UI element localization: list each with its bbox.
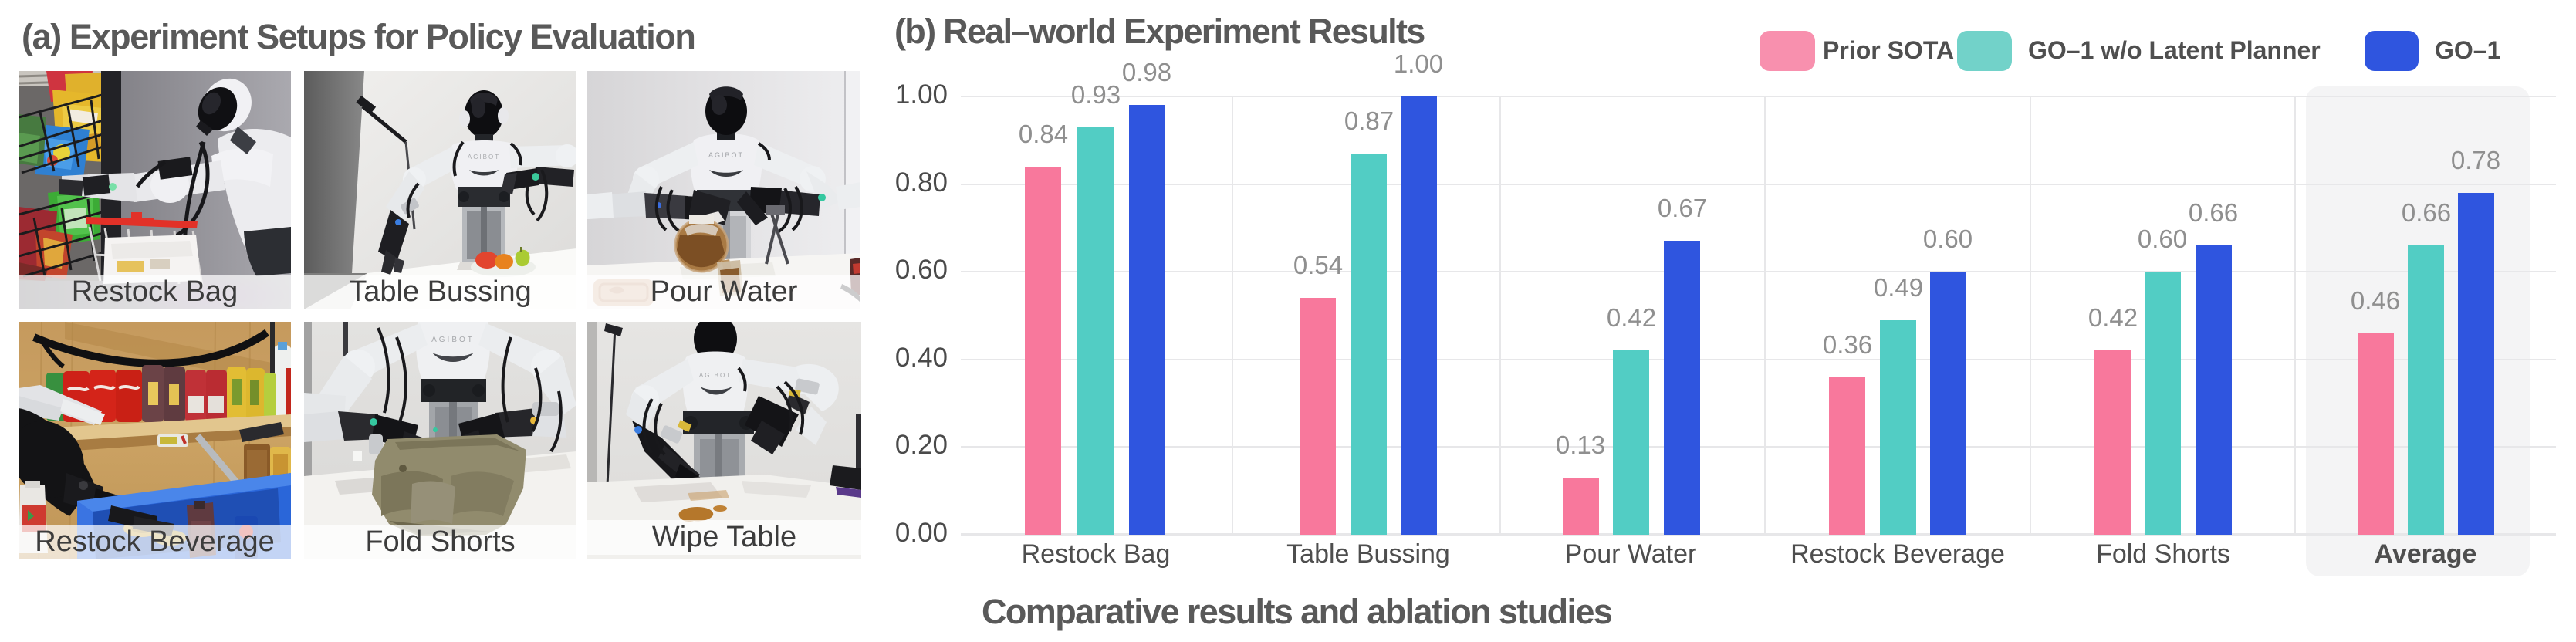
svg-text:AGIBOT: AGIBOT [699,372,732,379]
svg-text:AGIBOT: AGIBOT [468,154,500,160]
svg-text:AGIBOT: AGIBOT [431,336,475,344]
svg-text:AGIBOT: AGIBOT [708,151,744,159]
